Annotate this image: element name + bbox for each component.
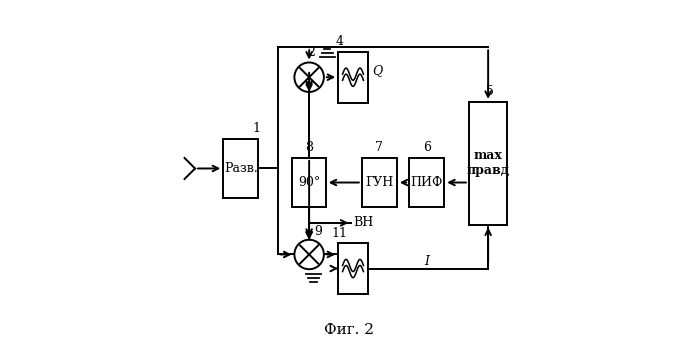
Text: 6: 6	[423, 141, 431, 154]
Text: 8: 8	[305, 141, 313, 154]
Text: 2: 2	[307, 46, 315, 59]
Text: 5: 5	[486, 85, 493, 98]
Bar	[223, 139, 258, 198]
Text: 11: 11	[332, 226, 348, 239]
Text: Разв.: Разв.	[224, 162, 257, 175]
Text: 7: 7	[375, 141, 383, 154]
Bar	[338, 52, 368, 102]
Text: 90°: 90°	[298, 176, 320, 189]
Circle shape	[294, 62, 324, 92]
Bar	[409, 158, 445, 207]
Bar	[292, 158, 326, 207]
Text: max
правд: max правд	[467, 149, 510, 177]
Text: 9: 9	[314, 225, 322, 238]
Text: I: I	[424, 255, 429, 268]
Text: ×: ×	[348, 258, 359, 271]
Bar	[338, 243, 368, 294]
Text: ВН: ВН	[353, 216, 373, 230]
Bar	[469, 102, 507, 225]
Circle shape	[294, 240, 324, 269]
Text: ГУН: ГУН	[365, 176, 394, 189]
Bar	[362, 158, 397, 207]
Text: ПИФ: ПИФ	[410, 176, 443, 189]
Text: Фиг. 2: Фиг. 2	[324, 323, 375, 337]
Text: 1: 1	[252, 122, 261, 135]
Text: ×: ×	[348, 67, 359, 80]
Text: 4: 4	[336, 35, 344, 48]
Text: Q: Q	[373, 64, 382, 77]
